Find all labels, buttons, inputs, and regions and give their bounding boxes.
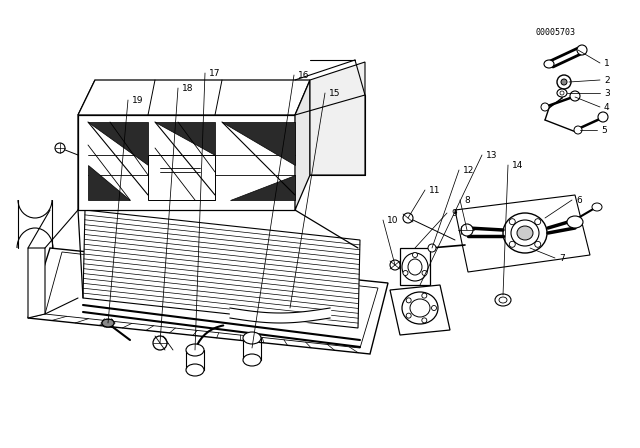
Polygon shape xyxy=(88,165,130,200)
Ellipse shape xyxy=(422,271,427,276)
Polygon shape xyxy=(230,175,295,200)
Polygon shape xyxy=(390,285,450,335)
Ellipse shape xyxy=(422,293,427,298)
Text: 4: 4 xyxy=(604,103,610,112)
Ellipse shape xyxy=(186,364,204,376)
Text: 11: 11 xyxy=(429,185,440,194)
Text: 18: 18 xyxy=(182,83,193,92)
Text: 8: 8 xyxy=(464,195,470,204)
Text: 14: 14 xyxy=(512,160,524,169)
Text: 10: 10 xyxy=(387,215,399,224)
Ellipse shape xyxy=(422,318,427,323)
Polygon shape xyxy=(78,115,295,210)
Ellipse shape xyxy=(509,219,515,225)
Ellipse shape xyxy=(503,213,547,253)
Ellipse shape xyxy=(535,219,541,225)
Ellipse shape xyxy=(186,344,204,356)
Ellipse shape xyxy=(410,299,430,317)
Ellipse shape xyxy=(406,313,411,318)
Polygon shape xyxy=(165,170,215,200)
Ellipse shape xyxy=(598,112,608,122)
Ellipse shape xyxy=(408,259,422,275)
Ellipse shape xyxy=(560,91,564,95)
Ellipse shape xyxy=(511,220,539,246)
Ellipse shape xyxy=(574,126,582,134)
Ellipse shape xyxy=(592,203,602,211)
Ellipse shape xyxy=(561,79,567,85)
Ellipse shape xyxy=(390,260,400,270)
Ellipse shape xyxy=(402,292,438,324)
Text: 1: 1 xyxy=(604,59,610,68)
Ellipse shape xyxy=(243,332,261,344)
Ellipse shape xyxy=(428,244,436,252)
Ellipse shape xyxy=(55,143,65,153)
Ellipse shape xyxy=(402,253,428,281)
Text: 00005703: 00005703 xyxy=(535,27,575,36)
Ellipse shape xyxy=(509,241,515,247)
Polygon shape xyxy=(78,80,310,115)
Polygon shape xyxy=(455,195,590,272)
Polygon shape xyxy=(28,248,45,318)
Ellipse shape xyxy=(153,336,167,350)
Ellipse shape xyxy=(431,306,436,310)
Text: 2: 2 xyxy=(604,76,610,85)
Text: 17: 17 xyxy=(209,69,221,78)
Text: 3: 3 xyxy=(604,89,610,98)
Text: 9: 9 xyxy=(451,208,457,217)
Polygon shape xyxy=(400,248,430,285)
Ellipse shape xyxy=(102,319,114,327)
Polygon shape xyxy=(148,155,215,200)
Polygon shape xyxy=(222,122,295,165)
Ellipse shape xyxy=(403,213,413,223)
Polygon shape xyxy=(83,210,360,328)
Ellipse shape xyxy=(499,297,507,303)
Ellipse shape xyxy=(557,75,571,89)
Text: 5: 5 xyxy=(601,125,607,134)
Ellipse shape xyxy=(535,241,541,247)
Ellipse shape xyxy=(406,298,411,303)
Ellipse shape xyxy=(413,253,417,258)
Polygon shape xyxy=(88,122,148,165)
Ellipse shape xyxy=(567,216,583,228)
Text: 7: 7 xyxy=(559,254,564,263)
Ellipse shape xyxy=(570,91,580,101)
Polygon shape xyxy=(310,62,365,175)
Text: 12: 12 xyxy=(463,165,474,175)
Ellipse shape xyxy=(541,103,549,111)
Polygon shape xyxy=(28,248,388,354)
Ellipse shape xyxy=(461,224,473,236)
Text: 6: 6 xyxy=(576,195,582,204)
Text: 19: 19 xyxy=(132,95,143,104)
Ellipse shape xyxy=(517,226,533,240)
Ellipse shape xyxy=(544,60,554,68)
Polygon shape xyxy=(78,80,95,210)
Polygon shape xyxy=(295,80,310,210)
Ellipse shape xyxy=(557,89,567,97)
Ellipse shape xyxy=(577,45,587,55)
Ellipse shape xyxy=(243,354,261,366)
Ellipse shape xyxy=(403,271,408,276)
Ellipse shape xyxy=(495,294,511,306)
Text: 16: 16 xyxy=(298,70,310,79)
Text: 15: 15 xyxy=(329,89,340,98)
Text: 13: 13 xyxy=(486,151,497,159)
Polygon shape xyxy=(155,122,215,155)
